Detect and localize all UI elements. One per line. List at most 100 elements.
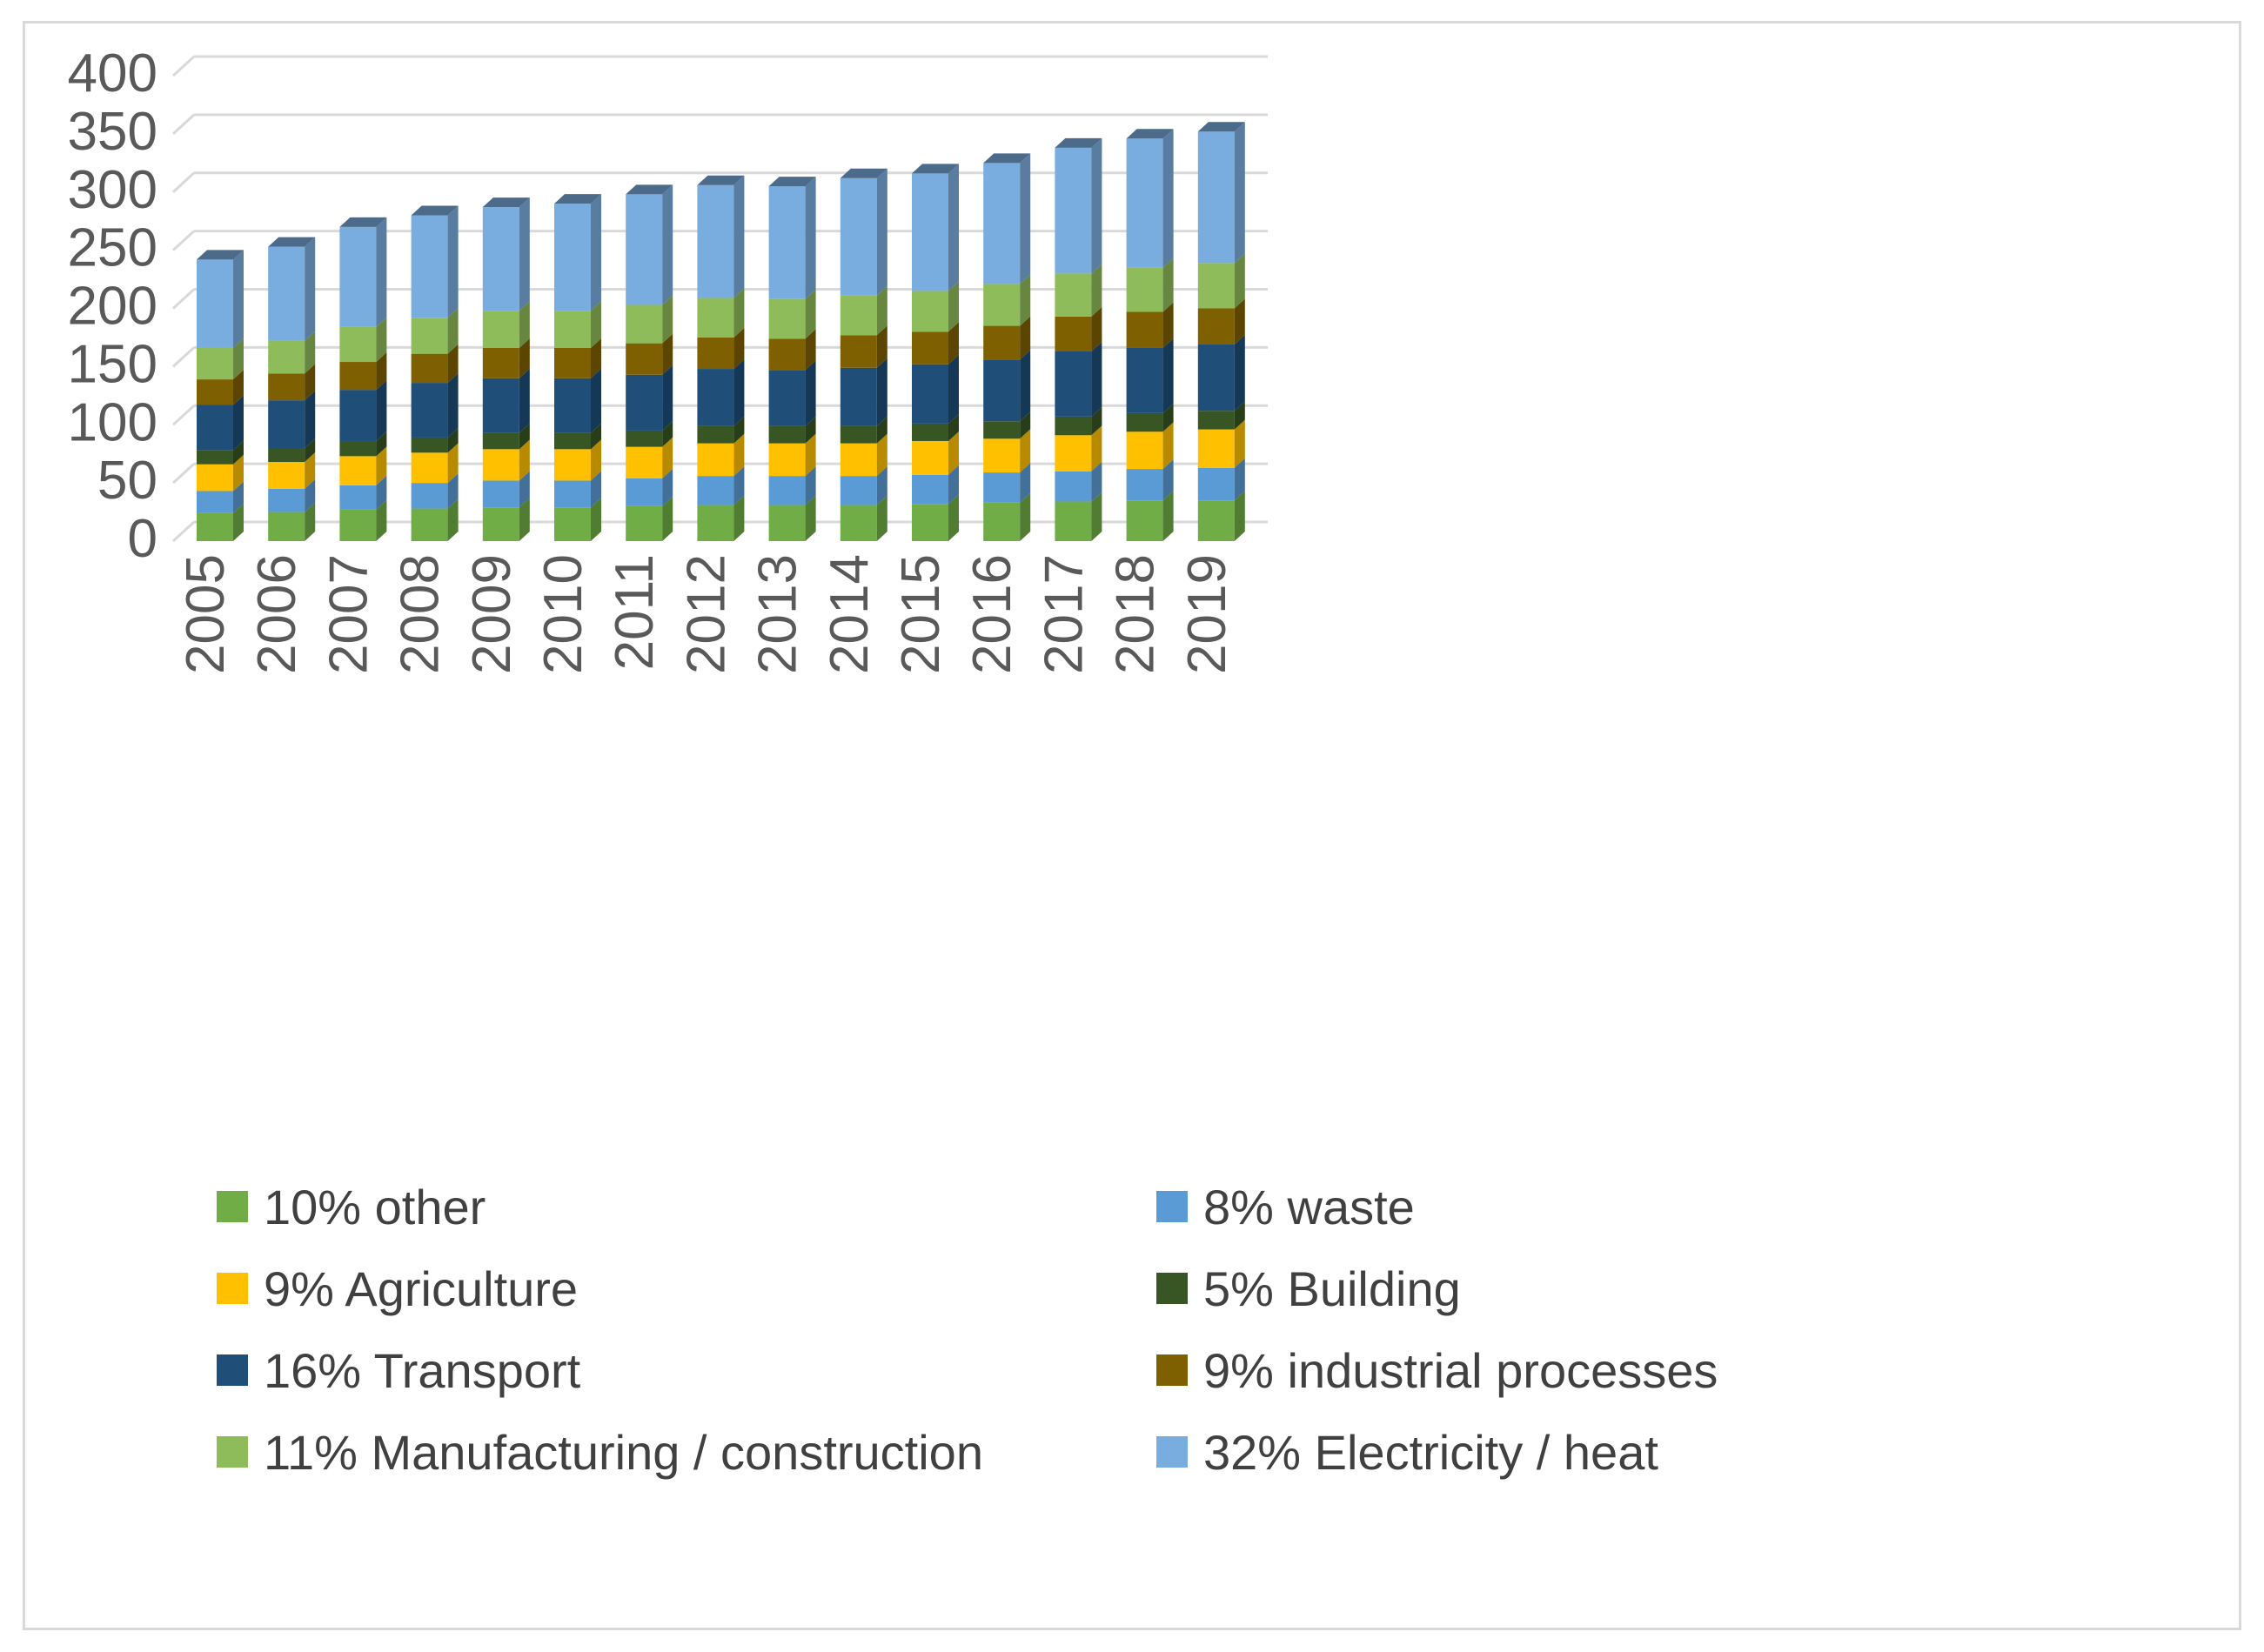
bar-segment bbox=[554, 204, 591, 311]
bar-segment-side bbox=[876, 416, 888, 444]
gridline-depth bbox=[171, 230, 196, 251]
bar-segment-side bbox=[233, 338, 244, 380]
legend-item: 11% Manufacturing / construction bbox=[217, 1417, 983, 1487]
bar-segment bbox=[339, 390, 377, 441]
bar-segment bbox=[983, 472, 1021, 503]
bar-segment-side bbox=[733, 175, 745, 298]
bar-segment-side bbox=[591, 301, 601, 348]
bar-segment bbox=[912, 440, 948, 475]
x-tick-label: 2017 bbox=[1034, 554, 1094, 674]
bar-segment bbox=[1197, 308, 1235, 344]
bar-segment bbox=[482, 311, 519, 348]
bar-segment-side bbox=[305, 502, 316, 541]
bar-segment-side bbox=[447, 473, 459, 509]
bar-top bbox=[482, 197, 530, 208]
bar-segment bbox=[697, 298, 734, 338]
y-tick-label: 200 bbox=[68, 277, 157, 337]
bar-segment-side bbox=[1091, 461, 1102, 502]
bar-segment bbox=[1126, 138, 1163, 268]
bar-segment bbox=[197, 347, 233, 380]
bar-segment bbox=[697, 369, 734, 426]
bar-segment-side bbox=[662, 295, 673, 344]
x-tick-label: 2019 bbox=[1177, 554, 1237, 674]
legend-label: 32% Electricity / heat bbox=[1203, 1424, 1658, 1480]
bar-segment-side bbox=[1091, 137, 1102, 274]
legend-swatch bbox=[217, 1436, 248, 1468]
bar-segment-side bbox=[733, 466, 745, 505]
legend-swatch bbox=[217, 1273, 248, 1304]
bar-segment bbox=[768, 370, 806, 426]
bar-segment-side bbox=[662, 468, 673, 506]
x-tick-label: 2010 bbox=[533, 554, 593, 674]
bar-segment-side bbox=[376, 499, 387, 541]
bar-segment-side bbox=[376, 431, 387, 457]
bar-segment bbox=[912, 331, 948, 365]
bar-segment-side bbox=[733, 416, 745, 444]
bar-segment bbox=[411, 508, 448, 541]
bar-segment bbox=[482, 432, 519, 450]
bar-segment-side bbox=[662, 437, 673, 478]
x-tick-label: 2016 bbox=[962, 554, 1022, 674]
bar-segment-side bbox=[805, 495, 816, 541]
legend-swatch bbox=[1156, 1273, 1188, 1304]
bar-segment-side bbox=[1091, 406, 1102, 436]
legend-swatch bbox=[1156, 1354, 1188, 1386]
bar-segment bbox=[983, 325, 1021, 360]
bar-segment bbox=[1055, 351, 1092, 417]
bar-segment bbox=[411, 437, 448, 453]
bar-segment bbox=[768, 298, 806, 339]
bar-segment bbox=[768, 186, 806, 299]
bar-segment bbox=[840, 476, 877, 505]
bar-segment bbox=[840, 295, 877, 336]
bar-segment bbox=[197, 259, 233, 348]
bar-segment-side bbox=[376, 380, 387, 441]
legend-item: 32% Electricity / heat bbox=[1156, 1417, 1658, 1487]
bar-segment bbox=[1055, 416, 1092, 436]
bar-top bbox=[339, 217, 387, 227]
legend-item: 10% other bbox=[217, 1172, 486, 1241]
bar-segment-side bbox=[519, 471, 530, 508]
bar-segment bbox=[1197, 344, 1235, 411]
bar-segment-side bbox=[1020, 350, 1031, 422]
legend-swatch bbox=[1156, 1191, 1188, 1222]
bar-segment-side bbox=[1162, 422, 1174, 470]
bar-segment-side bbox=[1020, 492, 1031, 541]
bar-segment bbox=[1197, 429, 1235, 468]
bar-segment bbox=[1126, 347, 1163, 413]
bar-top bbox=[1197, 122, 1245, 132]
bar-segment bbox=[697, 337, 734, 370]
bar-segment-side bbox=[876, 495, 888, 541]
bar-top bbox=[411, 205, 459, 216]
bar-segment-side bbox=[519, 498, 530, 541]
bar-segment bbox=[197, 464, 233, 492]
bar-segment-side bbox=[1234, 419, 1245, 468]
bar-segment-side bbox=[376, 446, 387, 485]
bar-segment-side bbox=[376, 475, 387, 510]
bar-segment bbox=[697, 505, 734, 541]
bar-segment-side bbox=[876, 358, 888, 426]
bar-segment bbox=[197, 512, 233, 541]
bar-segment-side bbox=[1162, 403, 1174, 432]
bar-segment bbox=[1055, 435, 1092, 472]
bar-segment-side bbox=[1234, 401, 1245, 430]
bar-segment-side bbox=[948, 494, 959, 541]
bar-segment-side bbox=[305, 237, 316, 341]
bar-segment bbox=[339, 326, 377, 363]
y-tick-label: 100 bbox=[68, 392, 157, 452]
bar-segment-side bbox=[948, 322, 959, 365]
bar-segment-side bbox=[1020, 316, 1031, 360]
bar-segment bbox=[554, 432, 591, 450]
bar-segment-side bbox=[591, 498, 601, 541]
bar-segment-side bbox=[1020, 429, 1031, 473]
bar-segment-side bbox=[805, 360, 816, 426]
y-tick-label: 250 bbox=[68, 218, 157, 278]
bar-segment-side bbox=[733, 327, 745, 370]
legend-item: 9% Agriculture bbox=[217, 1254, 578, 1323]
bar-segment-side bbox=[1234, 122, 1245, 264]
y-tick-label: 150 bbox=[68, 334, 157, 394]
bar-segment bbox=[697, 476, 734, 505]
bar-segment bbox=[268, 448, 305, 463]
bar-segment-side bbox=[233, 395, 244, 451]
bar-segment-side bbox=[876, 285, 888, 336]
bar-segment-side bbox=[662, 420, 673, 447]
